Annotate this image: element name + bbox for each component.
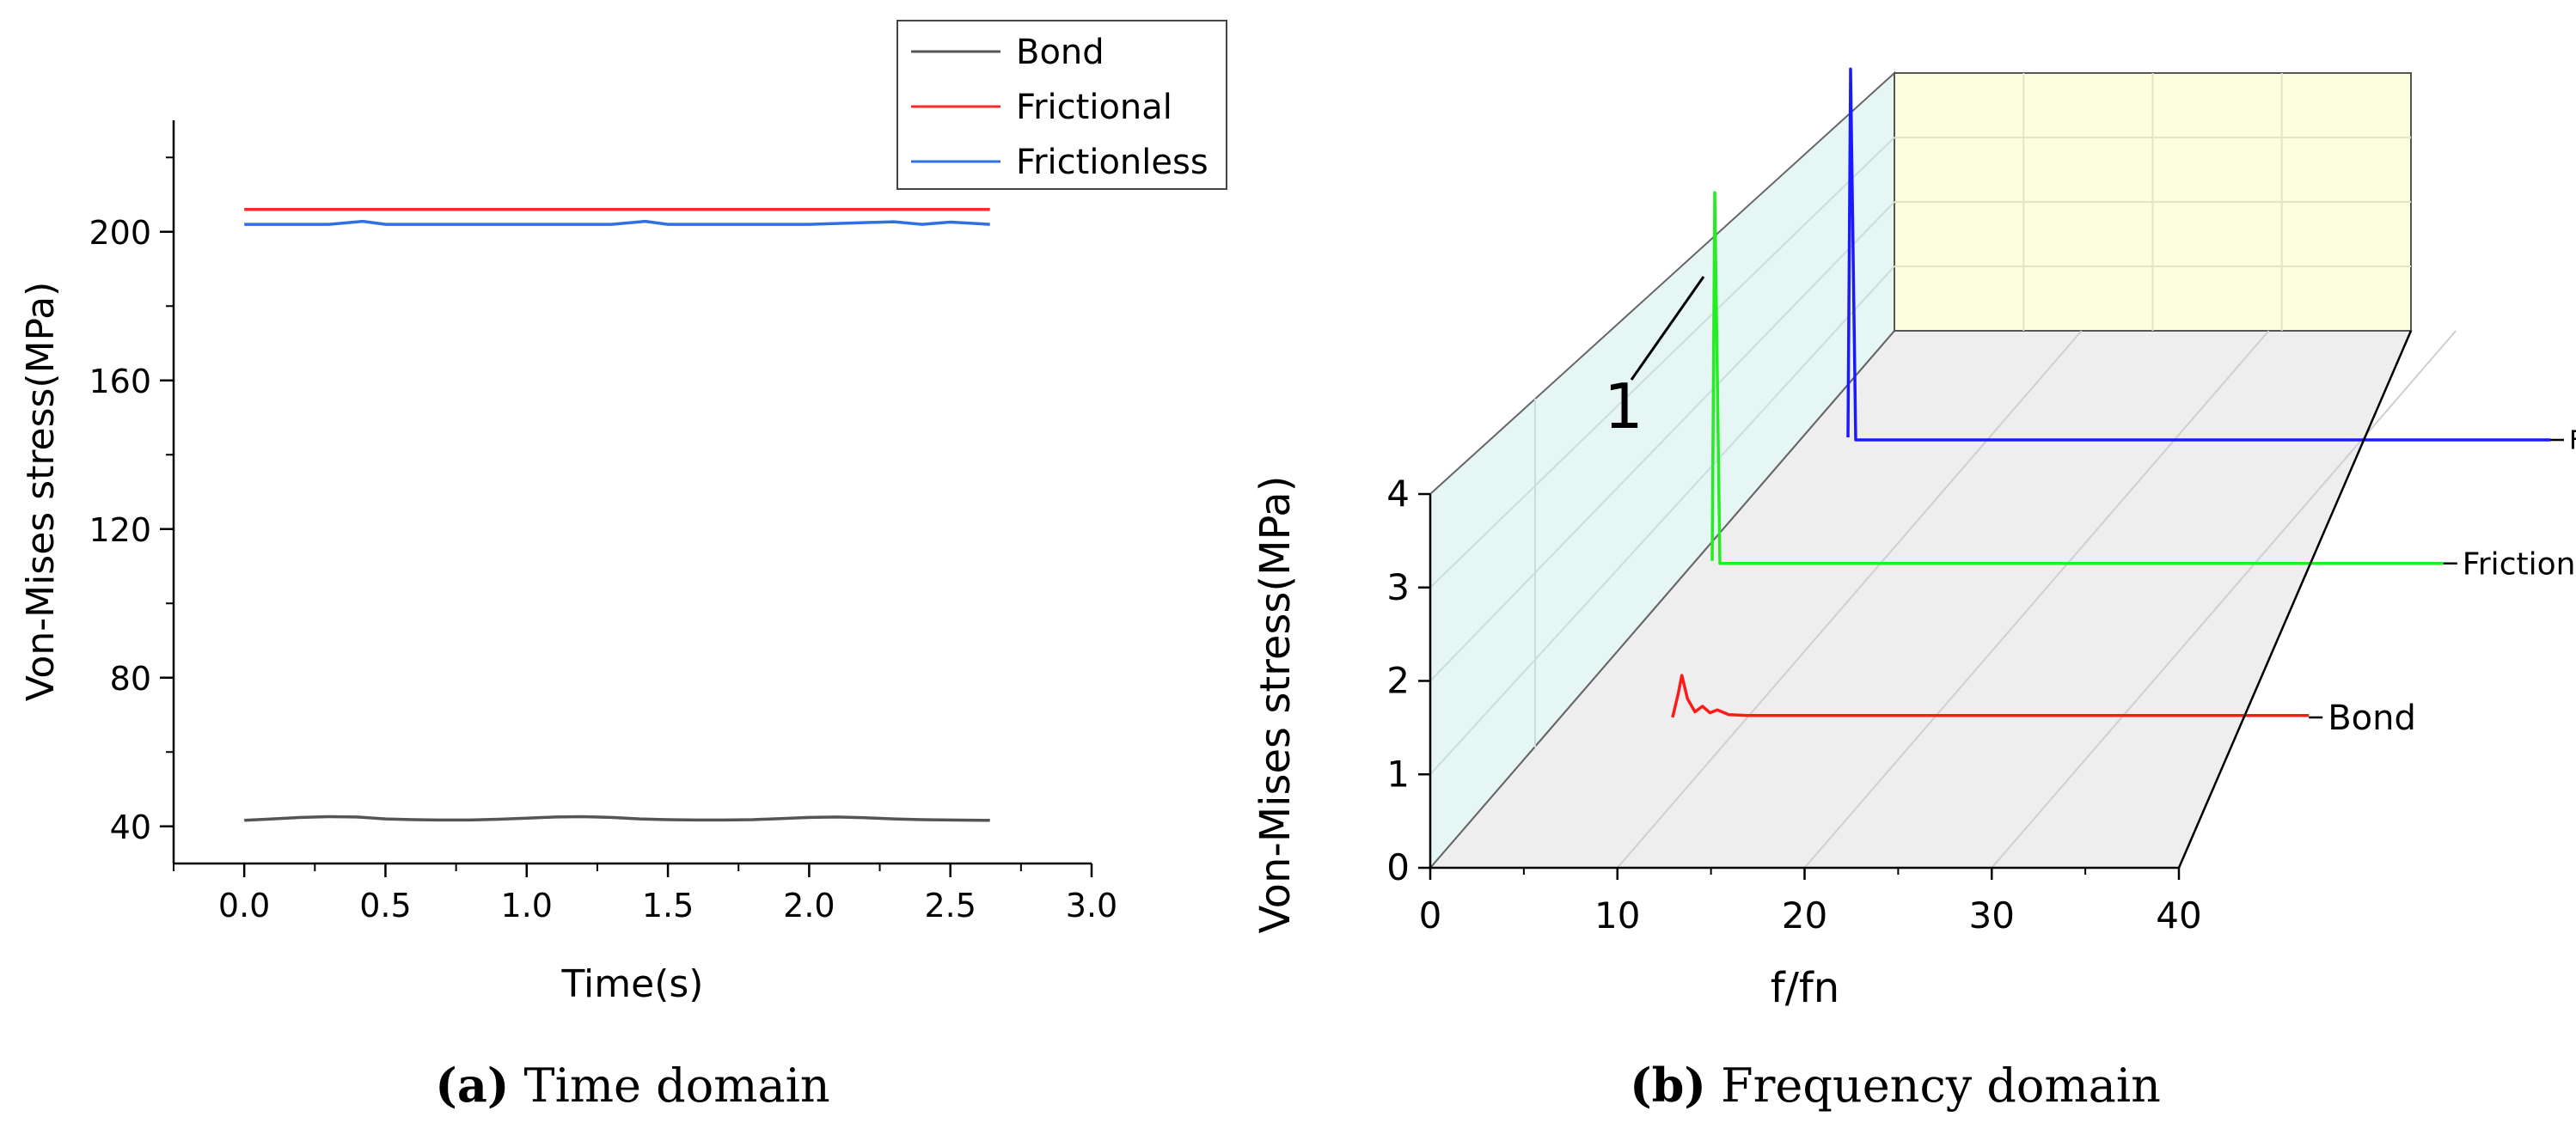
series-label-frictionless: Frictionless (2569, 426, 2576, 456)
caption-b-label: (b) (1630, 1058, 1706, 1113)
frequency-x-axis-label: f/fn (1771, 964, 1839, 1012)
frequency-domain-grid (1429, 73, 2457, 869)
stress-tick-label: 2 (1386, 660, 1410, 702)
legend-label-bond: Bond (1016, 33, 1104, 72)
x-tick-label: 1.5 (642, 887, 694, 924)
freq-tick-label: 0 (1419, 894, 1442, 937)
freq-tick-label: 40 (2156, 894, 2201, 937)
stress-tick-label: 0 (1386, 846, 1410, 888)
caption-a-text: Time domain (524, 1059, 830, 1113)
depth-axis (2177, 330, 2413, 869)
annotation-leader-line (1630, 276, 1705, 381)
time-series-bond (244, 815, 990, 822)
y-tick-label: 200 (89, 214, 151, 252)
x-tick-label: 2.0 (783, 887, 835, 924)
time-domain-y-axis-label: Von-Mises stress(MPa) (19, 282, 63, 702)
caption-a-label: (a) (435, 1058, 509, 1113)
stress-tick-label: 1 (1386, 753, 1410, 795)
y-tick-label: 40 (110, 809, 151, 846)
freq-tick-label: 30 (1969, 894, 2015, 937)
time-domain-x-axis-label: Time(s) (561, 962, 704, 1006)
legend-label-frictionless: Frictionless (1016, 143, 1208, 182)
floor-grid-line (1991, 330, 2457, 869)
frequency-x-ticks: 0 10 20 30 40 (1419, 868, 2202, 937)
legend-label-frictional: Frictional (1016, 88, 1172, 127)
time-domain-x-ticks: 0.0 0.5 1.0 1.5 2.0 2.5 3.0 (173, 863, 1117, 924)
spectrum-frictional (1710, 191, 2444, 565)
stress-tick-label: 3 (1386, 566, 1410, 608)
series-label-frictional: Frictional (2463, 546, 2576, 582)
wall-grid-line (1429, 137, 1895, 589)
frequency-domain-series-group: Bond Frictional Frictionless (1671, 67, 2576, 738)
wall-grid-line (1429, 265, 1895, 775)
stress-z-ticks: 0 1 2 3 4 (1386, 473, 1430, 888)
annotation-label: 1 (1604, 370, 1643, 442)
wall-grid-line (1429, 201, 1895, 682)
x-tick-label: 0.0 (218, 887, 270, 924)
caption-b: (b) Frequency domain (1630, 1058, 2161, 1113)
time-domain-series-group (244, 208, 990, 822)
time-domain-y-ticks: 40 80 120 160 200 (89, 156, 174, 846)
y-tick-label: 160 (89, 363, 151, 400)
caption-b-text: Frequency domain (1721, 1059, 2161, 1113)
x-tick-label: 0.5 (359, 887, 411, 924)
spectrum-bond (1671, 674, 2310, 718)
series-label-bond: Bond (2328, 699, 2416, 738)
time-domain-legend: Bond Frictional Frictionless (896, 20, 1227, 190)
frequency-y-axis-label: Von-Mises stress(MPa) (1251, 476, 1300, 934)
stress-tick-label: 4 (1386, 473, 1410, 515)
time-domain-chart: 0.0 0.5 1.0 1.5 2.0 2.5 3.0 40 80 120 160 200 Time… (19, 20, 1227, 1113)
frequency-domain-chart: Bond Frictional Frictionless 0 10 20 30 40 0 1 2… (1251, 67, 2576, 1113)
x-tick-label: 3.0 (1066, 887, 1117, 924)
y-tick-label: 80 (110, 660, 151, 698)
x-tick-label: 1.0 (501, 887, 553, 924)
legend-box (896, 20, 1227, 190)
x-tick-label: 2.5 (924, 887, 976, 924)
spectrum-frictionless (1846, 67, 2550, 442)
time-series-frictionless (244, 219, 990, 226)
freq-tick-label: 10 (1594, 894, 1640, 937)
y-tick-label: 120 (89, 511, 151, 549)
floor-grid-line (1616, 330, 2083, 869)
floor-grid-line (1803, 330, 2270, 869)
caption-a: (a) Time domain (435, 1058, 829, 1113)
freq-tick-label: 20 (1782, 894, 1827, 937)
